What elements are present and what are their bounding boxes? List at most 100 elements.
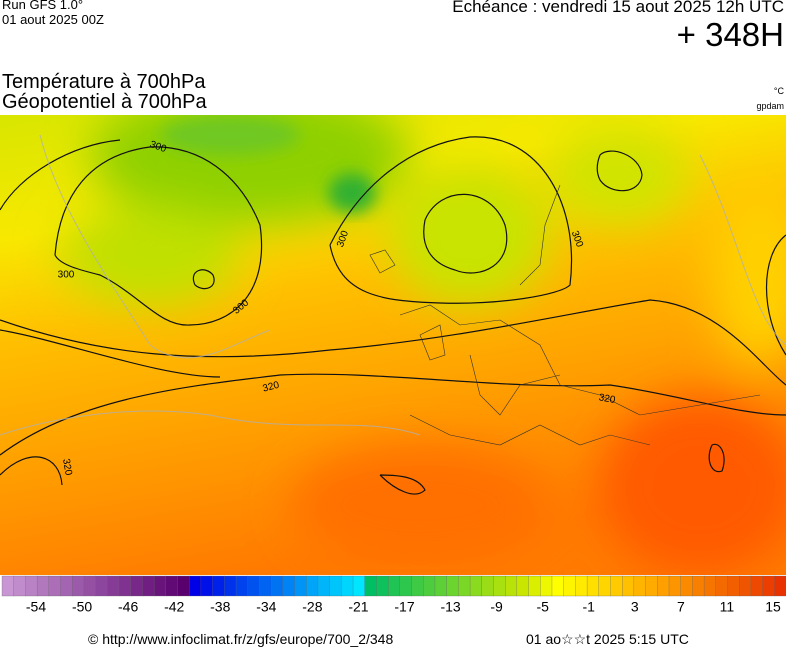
colorbar-cell	[72, 575, 85, 597]
colorbar-cell	[329, 575, 342, 597]
colorbar-cell	[1, 575, 15, 597]
colorbar-cell	[423, 575, 436, 597]
colorbar-cell	[83, 575, 97, 597]
colorbar-cell	[107, 575, 120, 597]
colorbar-cell	[739, 575, 752, 597]
colorbar-cell	[598, 575, 611, 597]
colorbar-cell	[727, 575, 740, 597]
colorbar-cell	[668, 575, 682, 597]
colorbar-label: -28	[302, 599, 322, 615]
colorbar-cell	[610, 575, 623, 597]
colorbar-label: 7	[677, 599, 685, 615]
colorbar-cell	[142, 575, 155, 597]
source-link: © http://www.infoclimat.fr/z/gfs/europe/…	[88, 631, 394, 647]
contour-label: 320	[60, 458, 74, 477]
colorbar-label: 11	[720, 599, 735, 615]
lead-time: + 348H	[676, 16, 784, 53]
colorbar-cell	[259, 575, 272, 597]
colorbar-cell	[493, 575, 506, 597]
colorbar-label: -17	[394, 599, 414, 615]
colorbar-cell	[282, 575, 295, 597]
colorbar-label: -1	[583, 599, 596, 615]
colorbar-cell	[762, 575, 775, 597]
colorbar-cell	[622, 575, 635, 597]
colorbar-cell	[680, 575, 693, 597]
colorbar-cell	[153, 575, 167, 597]
colorbar-cell	[224, 575, 237, 597]
unit-temp: °C	[773, 86, 784, 96]
colorbar-cell	[434, 575, 448, 597]
colorbar-cell	[551, 575, 565, 597]
colorbar-label: 3	[631, 599, 639, 615]
colorbar-cell	[505, 575, 518, 597]
valid-time: Echéance : vendredi 15 aout 2025 12h UTC	[452, 0, 784, 16]
contour-label: 320	[598, 392, 617, 406]
colorbar-cell	[387, 575, 401, 597]
colorbar-label: -54	[26, 599, 46, 615]
colorbar-label: -42	[164, 599, 184, 615]
colorbar-cell	[177, 575, 190, 597]
colorbar-cell	[692, 575, 705, 597]
colorbar-cell	[528, 575, 541, 597]
colorbar-label: -50	[72, 599, 92, 615]
colorbar-cell	[25, 575, 38, 597]
title-temp: Température à 700hPa	[2, 71, 206, 93]
colorbar-label: -13	[440, 599, 460, 615]
contour-label: 320	[262, 380, 281, 395]
colorbar-cell	[189, 575, 202, 597]
colorbar-cell	[540, 575, 553, 597]
colorbar-cell	[715, 575, 728, 597]
colorbar-cell	[376, 575, 389, 597]
colorbar-label: -46	[118, 599, 138, 615]
colorbar-cell	[399, 575, 413, 597]
contour-label: 300	[58, 270, 75, 281]
colorbar-cell	[750, 575, 764, 597]
colorbar-cell	[60, 575, 73, 597]
colorbar-cell	[13, 575, 26, 597]
colorbar-cell	[481, 575, 494, 597]
colorbar-cell	[586, 575, 600, 597]
colorbar-cell	[118, 575, 132, 597]
colorbar-cell	[563, 575, 576, 597]
colorbar-cell	[657, 575, 670, 597]
colorbar-cell	[411, 575, 424, 597]
colorbar-cell	[247, 575, 260, 597]
colorbar-cell	[458, 575, 471, 597]
colorbar: -54 -50 -46 -42 -38 -34 -28 -21 -17 -13 -9 -5 -1 3 7 11…	[1, 575, 786, 615]
colorbar-cell	[36, 575, 50, 597]
colorbar-cell	[306, 575, 319, 597]
colorbar-cell	[48, 575, 61, 597]
colorbar-cell	[130, 575, 143, 597]
colorbar-cell	[95, 575, 108, 597]
colorbar-cell	[645, 575, 658, 597]
colorbar-cell	[317, 575, 331, 597]
colorbar-cell	[212, 575, 225, 597]
run-label: Run GFS 1.0°	[2, 0, 84, 12]
colorbar-cell	[352, 575, 366, 597]
colorbar-cell	[516, 575, 530, 597]
colorbar-cell	[364, 575, 377, 597]
colorbar-cell	[633, 575, 647, 597]
colorbar-label: -34	[256, 599, 276, 615]
colorbar-label: 15	[765, 599, 781, 615]
colorbar-cell	[575, 575, 588, 597]
colorbar-label: -21	[348, 599, 368, 615]
colorbar-cell	[703, 575, 717, 597]
title-geo: Géopotentiel à 700hPa	[2, 91, 207, 113]
colorbar-cell	[165, 575, 178, 597]
colorbar-label: -38	[210, 599, 230, 615]
colorbar-cell	[774, 575, 786, 597]
colorbar-label: -9	[490, 599, 503, 615]
run-date: 01 aout 2025 00Z	[2, 12, 104, 27]
generated-time: 01 ao☆☆t 2025 5:15 UTC	[526, 631, 689, 647]
colorbar-cell	[469, 575, 483, 597]
colorbar-label: -5	[536, 599, 549, 615]
unit-geo: gpdam	[756, 101, 784, 111]
colorbar-cell	[446, 575, 459, 597]
colorbar-cell	[294, 575, 307, 597]
colorbar-cell	[270, 575, 284, 597]
colorbar-cell	[341, 575, 354, 597]
colorbar-cell	[235, 575, 249, 597]
